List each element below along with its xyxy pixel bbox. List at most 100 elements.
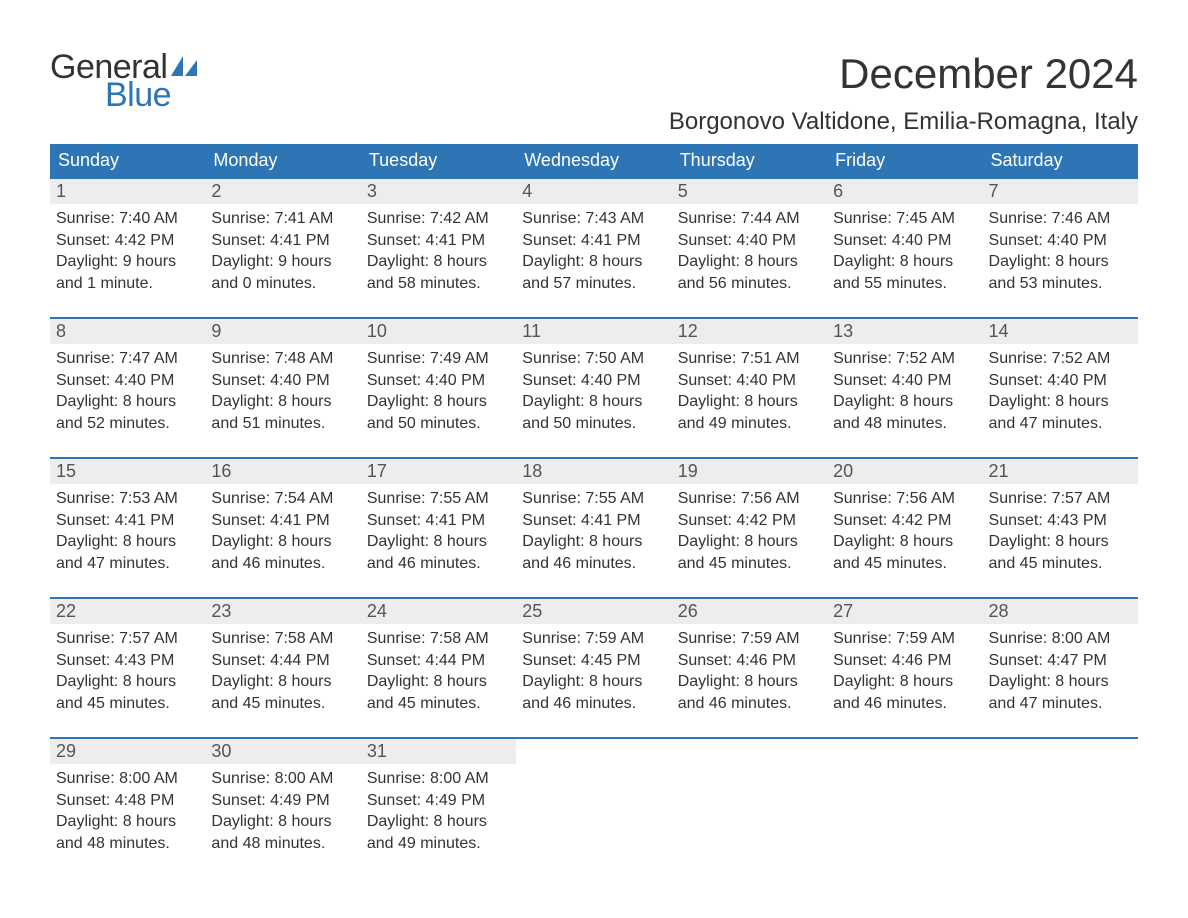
day-day2-text: and 49 minutes. — [678, 413, 821, 435]
day-sunset-text: Sunset: 4:41 PM — [522, 230, 665, 252]
day-day2-text: and 50 minutes. — [522, 413, 665, 435]
day-day1-text: Daylight: 8 hours — [678, 391, 821, 413]
day-sunrise-text: Sunrise: 7:57 AM — [989, 488, 1132, 510]
day-number: 30 — [205, 739, 360, 764]
day-day1-text: Daylight: 8 hours — [211, 391, 354, 413]
day-content: Sunrise: 7:59 AMSunset: 4:46 PMDaylight:… — [672, 624, 827, 718]
day-cell: 6Sunrise: 7:45 AMSunset: 4:40 PMDaylight… — [827, 179, 982, 299]
day-day1-text: Daylight: 8 hours — [56, 531, 199, 553]
day-day2-text: and 45 minutes. — [211, 693, 354, 715]
day-content: Sunrise: 7:45 AMSunset: 4:40 PMDaylight:… — [827, 204, 982, 298]
day-cell: 3Sunrise: 7:42 AMSunset: 4:41 PMDaylight… — [361, 179, 516, 299]
day-cell: 21Sunrise: 7:57 AMSunset: 4:43 PMDayligh… — [983, 459, 1138, 579]
day-number: 31 — [361, 739, 516, 764]
day-number: 13 — [827, 319, 982, 344]
day-cell: 15Sunrise: 7:53 AMSunset: 4:41 PMDayligh… — [50, 459, 205, 579]
day-sunset-text: Sunset: 4:40 PM — [678, 370, 821, 392]
day-day2-text: and 45 minutes. — [833, 553, 976, 575]
weekday-header: Saturday — [983, 144, 1138, 177]
day-day2-text: and 1 minute. — [56, 273, 199, 295]
day-number: 5 — [672, 179, 827, 204]
day-sunset-text: Sunset: 4:40 PM — [56, 370, 199, 392]
day-day1-text: Daylight: 8 hours — [367, 811, 510, 833]
day-day2-text: and 53 minutes. — [989, 273, 1132, 295]
day-day1-text: Daylight: 8 hours — [833, 531, 976, 553]
day-cell — [827, 739, 982, 859]
day-day1-text: Daylight: 8 hours — [678, 671, 821, 693]
day-day1-text: Daylight: 8 hours — [367, 251, 510, 273]
day-day2-text: and 50 minutes. — [367, 413, 510, 435]
day-day1-text: Daylight: 8 hours — [56, 391, 199, 413]
day-number: 16 — [205, 459, 360, 484]
day-content: Sunrise: 7:41 AMSunset: 4:41 PMDaylight:… — [205, 204, 360, 298]
day-sunset-text: Sunset: 4:40 PM — [367, 370, 510, 392]
day-sunset-text: Sunset: 4:45 PM — [522, 650, 665, 672]
day-day2-text: and 47 minutes. — [989, 693, 1132, 715]
day-number: 6 — [827, 179, 982, 204]
day-number: 12 — [672, 319, 827, 344]
day-sunset-text: Sunset: 4:40 PM — [522, 370, 665, 392]
location-subtitle: Borgonovo Valtidone, Emilia-Romagna, Ita… — [669, 108, 1138, 136]
day-sunrise-text: Sunrise: 7:59 AM — [833, 628, 976, 650]
day-day1-text: Daylight: 8 hours — [367, 531, 510, 553]
day-number: 3 — [361, 179, 516, 204]
day-content: Sunrise: 7:56 AMSunset: 4:42 PMDaylight:… — [672, 484, 827, 578]
day-sunset-text: Sunset: 4:40 PM — [833, 370, 976, 392]
day-day2-text: and 45 minutes. — [989, 553, 1132, 575]
day-day1-text: Daylight: 8 hours — [367, 671, 510, 693]
day-cell: 14Sunrise: 7:52 AMSunset: 4:40 PMDayligh… — [983, 319, 1138, 439]
day-content: Sunrise: 8:00 AMSunset: 4:47 PMDaylight:… — [983, 624, 1138, 718]
day-sunrise-text: Sunrise: 7:50 AM — [522, 348, 665, 370]
day-day2-text: and 51 minutes. — [211, 413, 354, 435]
title-block: December 2024 Borgonovo Valtidone, Emili… — [669, 50, 1138, 136]
day-content: Sunrise: 7:50 AMSunset: 4:40 PMDaylight:… — [516, 344, 671, 438]
day-cell: 10Sunrise: 7:49 AMSunset: 4:40 PMDayligh… — [361, 319, 516, 439]
day-number: 29 — [50, 739, 205, 764]
day-sunset-text: Sunset: 4:44 PM — [211, 650, 354, 672]
day-sunset-text: Sunset: 4:40 PM — [678, 230, 821, 252]
day-sunset-text: Sunset: 4:40 PM — [989, 230, 1132, 252]
day-day1-text: Daylight: 8 hours — [989, 391, 1132, 413]
day-sunrise-text: Sunrise: 7:52 AM — [989, 348, 1132, 370]
day-sunrise-text: Sunrise: 7:49 AM — [367, 348, 510, 370]
day-number: 8 — [50, 319, 205, 344]
day-day2-text: and 56 minutes. — [678, 273, 821, 295]
week-row: 1Sunrise: 7:40 AMSunset: 4:42 PMDaylight… — [50, 177, 1138, 299]
day-number: 1 — [50, 179, 205, 204]
day-day1-text: Daylight: 8 hours — [833, 251, 976, 273]
day-day2-text: and 45 minutes. — [678, 553, 821, 575]
day-day2-text: and 48 minutes. — [211, 833, 354, 855]
day-number: 23 — [205, 599, 360, 624]
day-content: Sunrise: 8:00 AMSunset: 4:49 PMDaylight:… — [205, 764, 360, 858]
day-day1-text: Daylight: 8 hours — [522, 391, 665, 413]
day-number: 24 — [361, 599, 516, 624]
day-sunset-text: Sunset: 4:47 PM — [989, 650, 1132, 672]
day-sunrise-text: Sunrise: 7:51 AM — [678, 348, 821, 370]
month-title: December 2024 — [669, 50, 1138, 98]
day-number: 14 — [983, 319, 1138, 344]
day-day1-text: Daylight: 8 hours — [211, 811, 354, 833]
day-day2-text: and 45 minutes. — [367, 693, 510, 715]
day-day1-text: Daylight: 8 hours — [833, 391, 976, 413]
week-row: 22Sunrise: 7:57 AMSunset: 4:43 PMDayligh… — [50, 597, 1138, 719]
day-day2-text: and 57 minutes. — [522, 273, 665, 295]
weekday-header: Monday — [205, 144, 360, 177]
day-day1-text: Daylight: 8 hours — [678, 251, 821, 273]
day-sunset-text: Sunset: 4:46 PM — [678, 650, 821, 672]
brand-logo: General Blue — [50, 50, 199, 112]
day-day2-text: and 48 minutes. — [833, 413, 976, 435]
day-day2-text: and 46 minutes. — [522, 693, 665, 715]
day-content: Sunrise: 7:59 AMSunset: 4:45 PMDaylight:… — [516, 624, 671, 718]
day-content: Sunrise: 7:58 AMSunset: 4:44 PMDaylight:… — [361, 624, 516, 718]
day-number: 17 — [361, 459, 516, 484]
day-sunrise-text: Sunrise: 7:55 AM — [522, 488, 665, 510]
day-day1-text: Daylight: 8 hours — [522, 671, 665, 693]
day-cell: 19Sunrise: 7:56 AMSunset: 4:42 PMDayligh… — [672, 459, 827, 579]
day-sunrise-text: Sunrise: 7:45 AM — [833, 208, 976, 230]
day-content: Sunrise: 8:00 AMSunset: 4:48 PMDaylight:… — [50, 764, 205, 858]
day-sunrise-text: Sunrise: 7:58 AM — [367, 628, 510, 650]
weekday-header: Sunday — [50, 144, 205, 177]
day-sunrise-text: Sunrise: 7:59 AM — [522, 628, 665, 650]
day-sunset-text: Sunset: 4:46 PM — [833, 650, 976, 672]
day-content: Sunrise: 7:52 AMSunset: 4:40 PMDaylight:… — [827, 344, 982, 438]
